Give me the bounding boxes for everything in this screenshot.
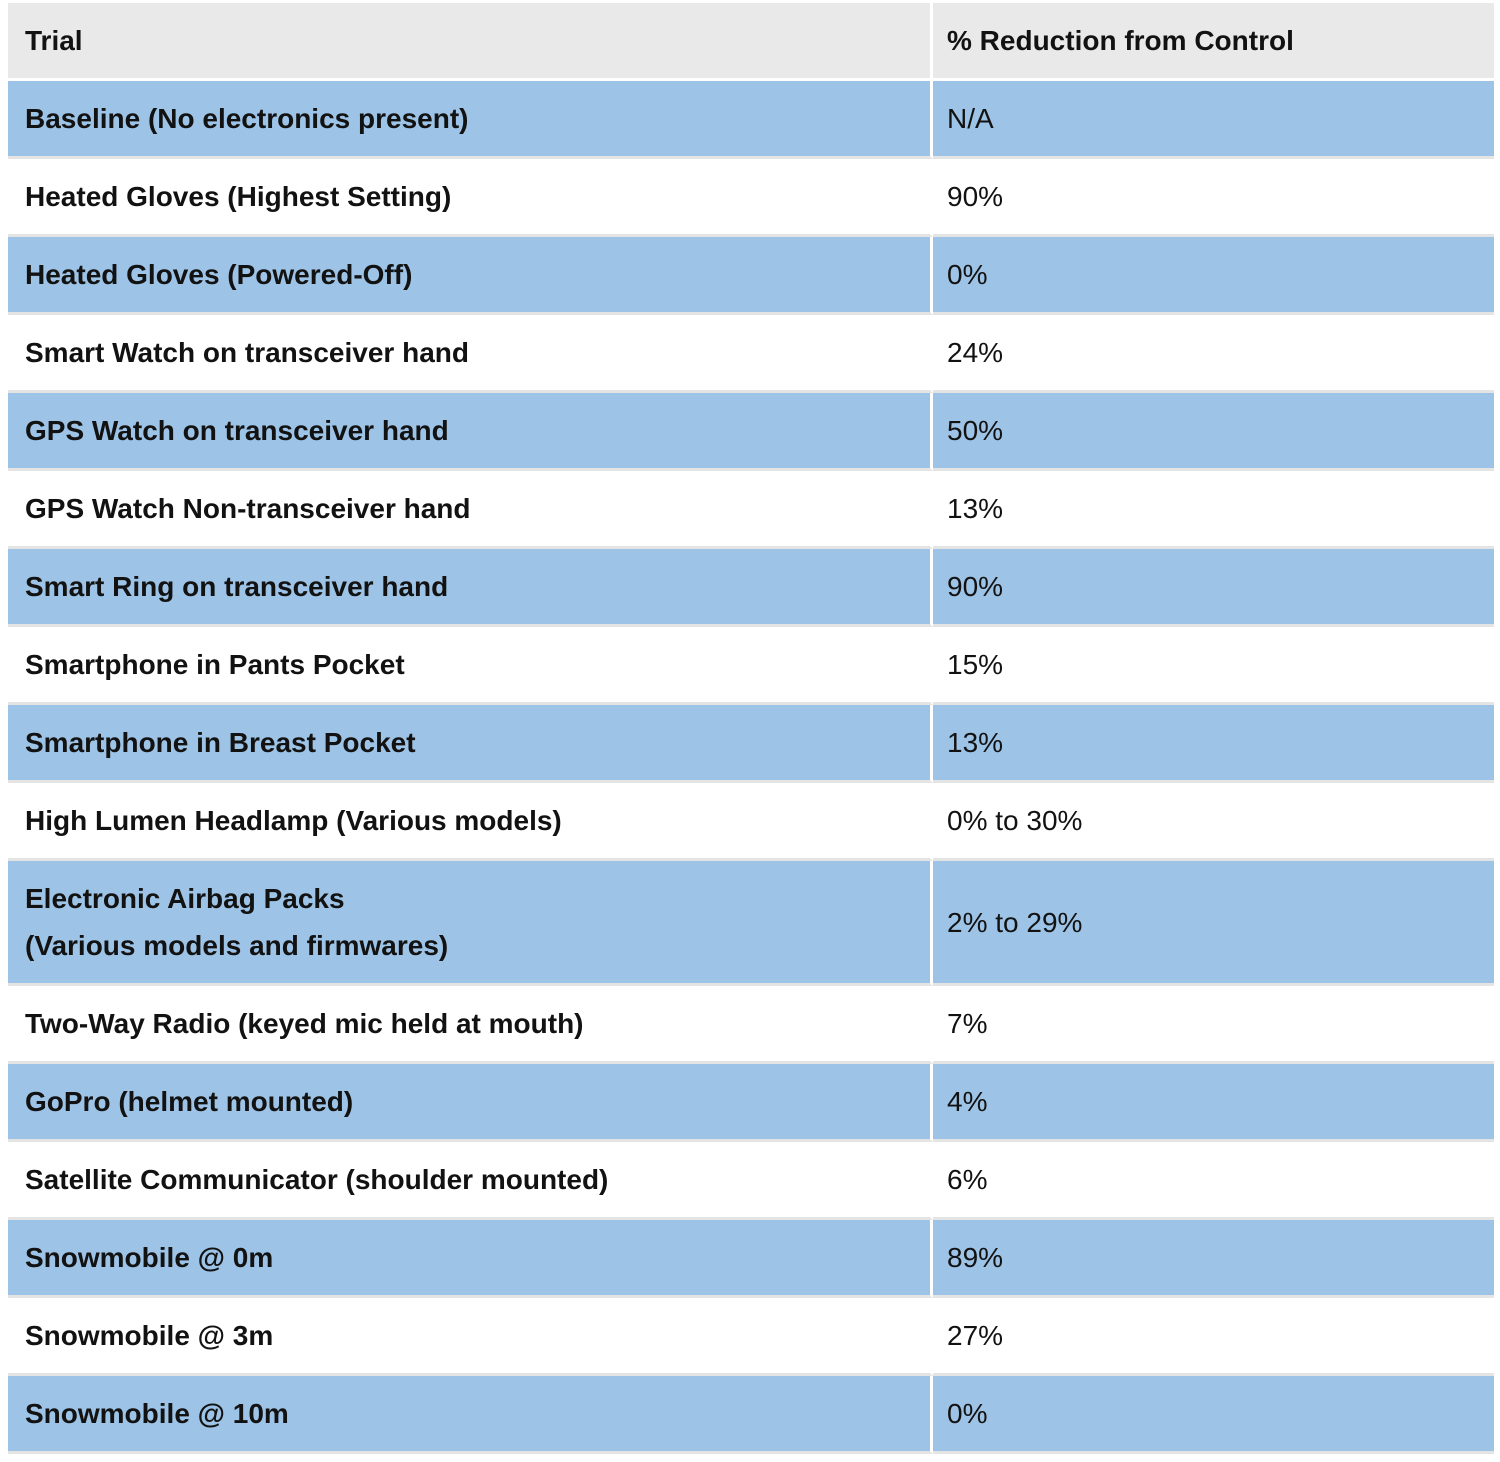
reduction-cell: 13% <box>933 471 1494 549</box>
reduction-cell: 2% to 29% <box>933 861 1494 986</box>
trial-cell: Smart Ring on transceiver hand <box>8 549 933 627</box>
reduction-cell: N/A <box>933 81 1494 159</box>
reduction-cell: 7% <box>933 986 1494 1064</box>
table-row: Snowmobile @ 3m 27% <box>8 1298 1494 1376</box>
reduction-cell: 27% <box>933 1298 1494 1376</box>
table-row: GoPro (helmet mounted) 4% <box>8 1064 1494 1142</box>
trial-cell: Snowmobile @ 3m <box>8 1298 933 1376</box>
reduction-cell: 90% <box>933 549 1494 627</box>
table-body: Baseline (No electronics present) N/A Heat… <box>8 81 1494 1454</box>
table-row: High Lumen Headlamp (Various models) 0% t… <box>8 783 1494 861</box>
trial-cell: High Lumen Headlamp (Various models) <box>8 783 933 861</box>
table-row: Snowmobile @ 10m 0% <box>8 1376 1494 1454</box>
table-row: GPS Watch Non-transceiver hand 13% <box>8 471 1494 549</box>
trial-cell: Heated Gloves (Powered-Off) <box>8 237 933 315</box>
column-header-reduction: % Reduction from Control <box>933 3 1494 81</box>
table-row: Smart Ring on transceiver hand 90% <box>8 549 1494 627</box>
table-row: Heated Gloves (Powered-Off) 0% <box>8 237 1494 315</box>
reduction-cell: 0% <box>933 237 1494 315</box>
trial-cell: Baseline (No electronics present) <box>8 81 933 159</box>
reduction-cell: 13% <box>933 705 1494 783</box>
trial-cell: Smart Watch on transceiver hand <box>8 315 933 393</box>
trial-cell: Electronic Airbag Packs (Various models … <box>8 861 933 986</box>
table-row: Smartphone in Breast Pocket 13% <box>8 705 1494 783</box>
trial-cell: Smartphone in Pants Pocket <box>8 627 933 705</box>
trial-cell: GoPro (helmet mounted) <box>8 1064 933 1142</box>
table-row: GPS Watch on transceiver hand 50% <box>8 393 1494 471</box>
table-row: Smart Watch on transceiver hand 24% <box>8 315 1494 393</box>
reduction-cell: 24% <box>933 315 1494 393</box>
table-row: Snowmobile @ 0m 89% <box>8 1220 1494 1298</box>
reduction-cell: 4% <box>933 1064 1494 1142</box>
reduction-cell: 6% <box>933 1142 1494 1220</box>
trial-cell: Heated Gloves (Highest Setting) <box>8 159 933 237</box>
table-row: Heated Gloves (Highest Setting) 90% <box>8 159 1494 237</box>
trial-cell: Snowmobile @ 10m <box>8 1376 933 1454</box>
reduction-cell: 15% <box>933 627 1494 705</box>
header-row: Trial % Reduction from Control <box>8 3 1494 81</box>
table-row: Two-Way Radio (keyed mic held at mouth) 7… <box>8 986 1494 1064</box>
reduction-cell: 90% <box>933 159 1494 237</box>
trial-cell: GPS Watch on transceiver hand <box>8 393 933 471</box>
reduction-cell: 89% <box>933 1220 1494 1298</box>
trial-cell: GPS Watch Non-transceiver hand <box>8 471 933 549</box>
table-row: Baseline (No electronics present) N/A <box>8 81 1494 159</box>
column-header-trial: Trial <box>8 3 933 81</box>
trial-cell: Smartphone in Breast Pocket <box>8 705 933 783</box>
trial-cell: Satellite Communicator (shoulder mounted… <box>8 1142 933 1220</box>
table-row: Satellite Communicator (shoulder mounted… <box>8 1142 1494 1220</box>
reduction-cell: 0% to 30% <box>933 783 1494 861</box>
trial-cell: Snowmobile @ 0m <box>8 1220 933 1298</box>
trials-table: Trial % Reduction from Control Baseline … <box>8 3 1494 1454</box>
reduction-cell: 50% <box>933 393 1494 471</box>
trial-cell: Two-Way Radio (keyed mic held at mouth) <box>8 986 933 1064</box>
table-row: Electronic Airbag Packs (Various models … <box>8 861 1494 986</box>
table-row: Smartphone in Pants Pocket 15% <box>8 627 1494 705</box>
reduction-cell: 0% <box>933 1376 1494 1454</box>
